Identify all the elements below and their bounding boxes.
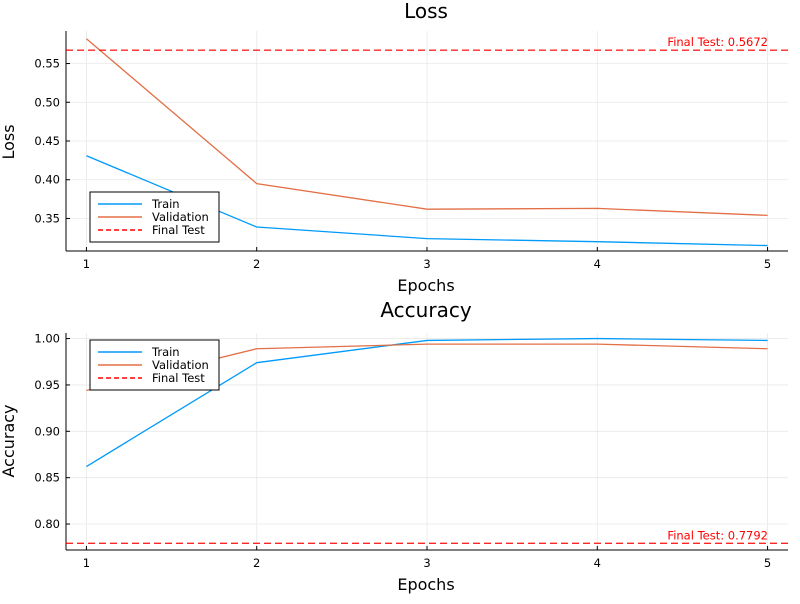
series-line-validation: [86, 38, 768, 217]
y-tick-label: 0.90: [34, 424, 60, 438]
y-axis-label: Accuracy: [0, 404, 18, 477]
accuracy-panel: Accuracy Epochs Accuracy 1 2 3 4 5 0.80 0.85 0.…: [0, 298, 788, 594]
y-tick-label: 0.35: [34, 211, 60, 225]
y-tick-label: 0.55: [34, 57, 60, 71]
legend-label-train: Train: [151, 197, 180, 211]
x-tick-label: 1: [83, 556, 90, 570]
x-tick-label: 2: [253, 556, 260, 570]
x-tick-label: 4: [594, 257, 601, 271]
x-axis-label: Epochs: [397, 276, 454, 295]
y-tick-label: 0.85: [34, 471, 60, 485]
y-tick-label: 0.95: [34, 378, 60, 392]
x-axis-label: Epochs: [397, 575, 454, 594]
y-axis-label: Loss: [0, 124, 18, 159]
legend-label-final-test: Final Test: [152, 371, 205, 385]
legend-label-validation: Validation: [152, 210, 209, 224]
final-test-annotation: Final Test: 0.7792: [667, 528, 768, 542]
series-line-train: [86, 337, 768, 468]
chart-title: Loss: [404, 0, 448, 23]
y-tick-label: 0.80: [34, 517, 60, 531]
x-tick-label: 5: [764, 257, 771, 271]
y-tick-label: 0.50: [34, 95, 60, 109]
y-tick-label: 1.00: [34, 332, 60, 346]
final-test-annotation: Final Test: 0.5672: [667, 35, 768, 49]
x-tick-label: 5: [764, 556, 771, 570]
legend-label-final-test: Final Test: [152, 223, 205, 237]
y-tick-label: 0.45: [34, 134, 60, 148]
legend-label-train: Train: [151, 345, 180, 359]
x-tick-label: 3: [423, 257, 430, 271]
legend-label-validation: Validation: [152, 358, 209, 372]
y-tick-label: 0.40: [34, 173, 60, 187]
loss-panel: Loss Epochs Loss 1 2 3 4 5 0.35 0.40 0.45 0.50 0.…: [0, 0, 788, 295]
x-tick-label: 3: [423, 556, 430, 570]
x-tick-label: 1: [83, 257, 90, 271]
x-tick-label: 2: [253, 257, 260, 271]
chart-title: Accuracy: [380, 298, 471, 322]
x-tick-label: 4: [594, 556, 601, 570]
